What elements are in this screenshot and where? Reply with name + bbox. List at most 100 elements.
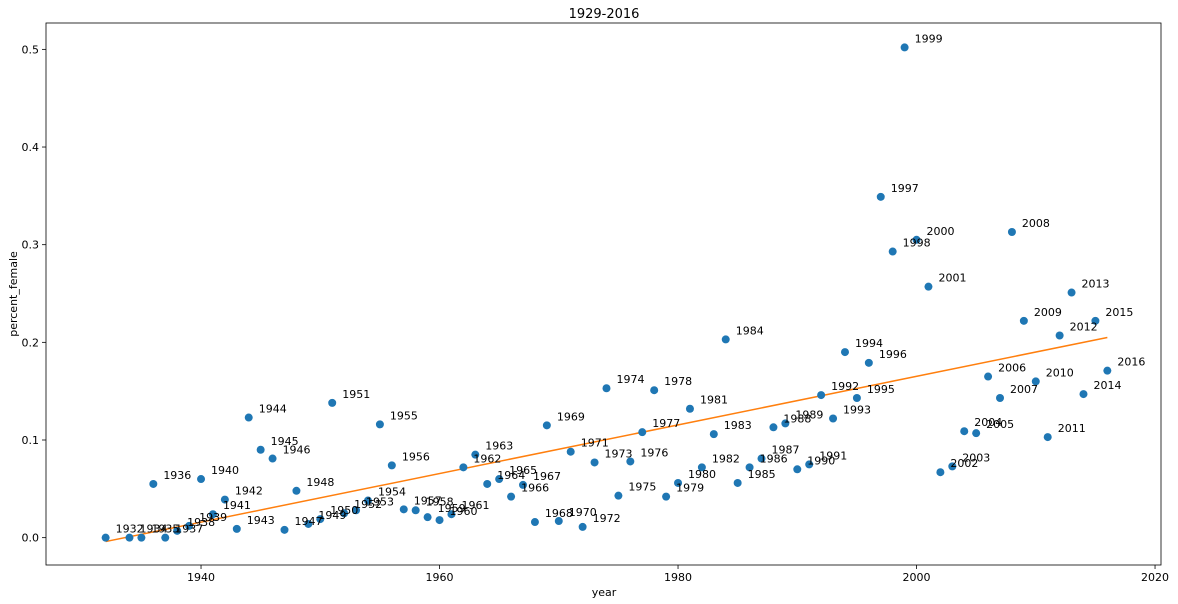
data-point — [185, 521, 194, 530]
point-label: 1989 — [795, 408, 823, 421]
point-label: 2013 — [1082, 278, 1110, 291]
data-point — [924, 282, 933, 291]
data-point — [626, 457, 635, 466]
data-point — [375, 420, 384, 429]
data-point — [900, 43, 909, 52]
point-label: 1985 — [748, 468, 776, 481]
point-label: 1991 — [819, 449, 847, 462]
data-point — [447, 510, 456, 519]
point-label: 1976 — [640, 446, 668, 459]
data-point — [1043, 433, 1052, 442]
points-layer — [101, 43, 1112, 542]
data-point — [304, 519, 313, 528]
y-axis: 0.0 0.1 0.2 0.3 0.4 0.5 — [22, 43, 46, 545]
point-label: 1937 — [175, 523, 203, 536]
data-point — [1019, 316, 1028, 325]
point-label: 1963 — [485, 440, 513, 453]
data-point — [888, 247, 897, 256]
point-label: 1986 — [760, 452, 788, 465]
data-point — [793, 465, 802, 474]
data-point — [340, 509, 349, 518]
data-point — [542, 421, 551, 430]
data-point — [530, 518, 539, 527]
point-label: 1979 — [676, 482, 704, 495]
point-label: 1984 — [736, 324, 764, 337]
point-label: 1966 — [521, 482, 549, 495]
data-point — [697, 463, 706, 472]
point-label: 1936 — [163, 469, 191, 482]
data-point — [292, 486, 301, 495]
data-point — [984, 372, 993, 381]
data-point — [137, 533, 146, 542]
data-point — [149, 479, 158, 488]
data-point — [614, 491, 623, 500]
point-label: 1968 — [545, 507, 573, 520]
data-point — [1031, 377, 1040, 386]
point-label: 2003 — [962, 451, 990, 464]
point-label: 1982 — [712, 452, 740, 465]
point-label: 1940 — [211, 464, 239, 477]
data-point — [435, 516, 444, 525]
data-point — [387, 461, 396, 470]
data-point — [590, 458, 599, 467]
data-point — [363, 496, 372, 505]
point-label: 1993 — [843, 404, 871, 417]
point-label: 1997 — [891, 182, 919, 195]
point-label: 1939 — [199, 511, 227, 524]
x-axis: 1940 1960 1980 2000 2020 — [187, 565, 1169, 584]
trend-layer — [105, 336, 1108, 543]
data-point — [936, 468, 945, 477]
data-point — [840, 348, 849, 357]
point-label: 1998 — [903, 237, 931, 250]
y-tick-label: 0.5 — [22, 43, 40, 56]
point-label: 1952 — [354, 498, 382, 511]
point-label: 1934 — [139, 523, 167, 536]
point-label: 1950 — [330, 504, 358, 517]
data-point — [1079, 390, 1088, 399]
data-point — [817, 391, 826, 400]
data-point — [244, 413, 253, 422]
data-point — [1055, 331, 1064, 340]
data-point — [578, 522, 587, 531]
data-point — [650, 386, 659, 395]
y-axis-label: percent_female — [7, 251, 20, 337]
data-point — [876, 192, 885, 201]
point-label: 1980 — [688, 468, 716, 481]
data-point — [912, 235, 921, 244]
point-label: 1983 — [724, 419, 752, 432]
point-label: 1935 — [151, 523, 179, 536]
point-label: 2016 — [1117, 356, 1145, 369]
trend-line — [105, 336, 1108, 543]
data-point — [459, 463, 468, 472]
data-point — [232, 524, 241, 533]
point-label: 2001 — [938, 272, 966, 285]
point-label: 1953 — [366, 495, 394, 508]
point-label: 1949 — [318, 509, 346, 522]
data-point — [328, 398, 337, 407]
point-label: 1958 — [426, 495, 454, 508]
point-label: 1961 — [461, 499, 489, 512]
data-point — [972, 429, 981, 438]
point-label: 1956 — [402, 450, 430, 463]
point-label: 1957 — [414, 494, 442, 507]
point-label: 1978 — [664, 375, 692, 388]
data-point — [352, 506, 361, 515]
point-label: 1988 — [783, 412, 811, 425]
point-label: 1994 — [855, 337, 883, 350]
point-label: 1972 — [593, 512, 621, 525]
data-point — [960, 427, 969, 436]
data-point — [745, 463, 754, 472]
plot-area — [45, 22, 1162, 566]
data-point — [948, 462, 957, 471]
y-tick-label: 0.0 — [22, 532, 40, 545]
point-label: 2004 — [974, 416, 1002, 429]
point-label: 2010 — [1046, 366, 1074, 379]
point-label: 1970 — [569, 506, 597, 519]
point-label: 1944 — [259, 403, 287, 416]
data-point — [220, 495, 229, 504]
data-point — [554, 517, 563, 526]
data-point — [471, 450, 480, 459]
data-point — [495, 475, 504, 484]
